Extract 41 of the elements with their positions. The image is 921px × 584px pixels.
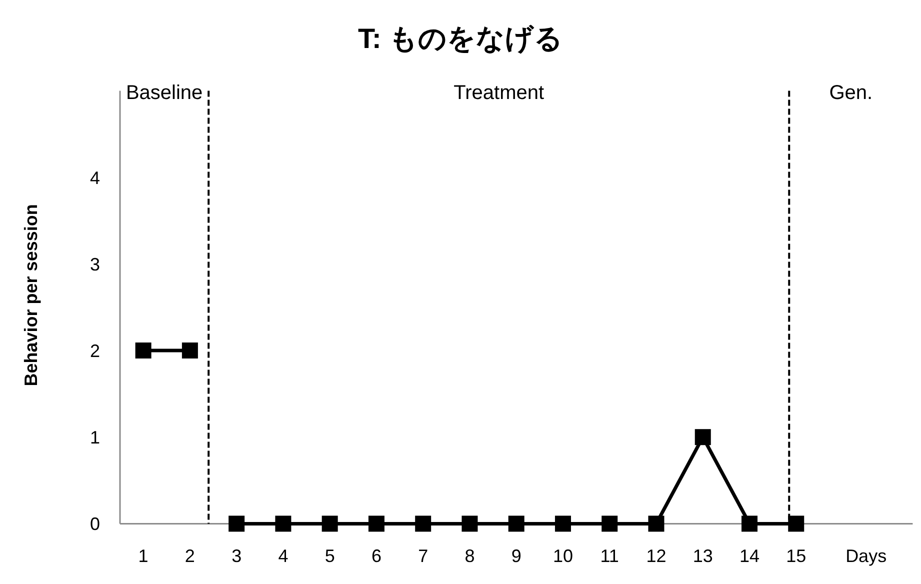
annotation: Gen. bbox=[829, 82, 873, 104]
y-axis-title: Behavior per session bbox=[21, 204, 41, 386]
x-tick-label: 14 bbox=[739, 546, 760, 566]
x-tick-label: 11 bbox=[600, 546, 619, 566]
point bbox=[648, 516, 664, 532]
chart-title: T: ものをなげる bbox=[358, 23, 564, 54]
point bbox=[788, 516, 804, 532]
annotation: Treatment bbox=[454, 82, 545, 104]
point bbox=[228, 516, 245, 532]
x-tick-label: 13 bbox=[692, 546, 713, 566]
point bbox=[415, 516, 432, 532]
point bbox=[462, 516, 478, 532]
x-tick-label: 9 bbox=[511, 546, 522, 566]
point bbox=[182, 342, 198, 358]
x-tick-label: 15 bbox=[786, 546, 806, 566]
x-tick-label: 2 bbox=[184, 546, 195, 566]
point bbox=[508, 516, 524, 532]
x-tick-label: 4 bbox=[278, 546, 288, 566]
point bbox=[694, 429, 711, 446]
y-tick-label: 3 bbox=[90, 254, 100, 274]
point bbox=[322, 516, 338, 532]
x-tick-label: 5 bbox=[324, 546, 335, 566]
x-tick-label: 6 bbox=[371, 546, 382, 566]
point bbox=[275, 516, 292, 532]
y-tick-label: 1 bbox=[90, 428, 100, 448]
y-tick-label: 4 bbox=[90, 168, 100, 188]
point bbox=[368, 516, 384, 532]
point bbox=[135, 342, 152, 358]
x-tick-label: 3 bbox=[232, 546, 242, 566]
y-tick-label: 0 bbox=[90, 514, 100, 534]
x-tick-label: 7 bbox=[418, 546, 428, 566]
x-tick-label: 1 bbox=[138, 546, 148, 566]
x-tick-label: 8 bbox=[464, 546, 475, 566]
x-tick-label: 10 bbox=[552, 546, 573, 566]
point bbox=[602, 516, 618, 532]
x-axis-title: Days bbox=[846, 546, 887, 566]
x-tick-label: 12 bbox=[646, 546, 666, 566]
point bbox=[554, 516, 571, 532]
y-tick-label: 2 bbox=[90, 341, 100, 361]
point bbox=[741, 516, 758, 532]
annotation: Baseline bbox=[126, 82, 203, 104]
